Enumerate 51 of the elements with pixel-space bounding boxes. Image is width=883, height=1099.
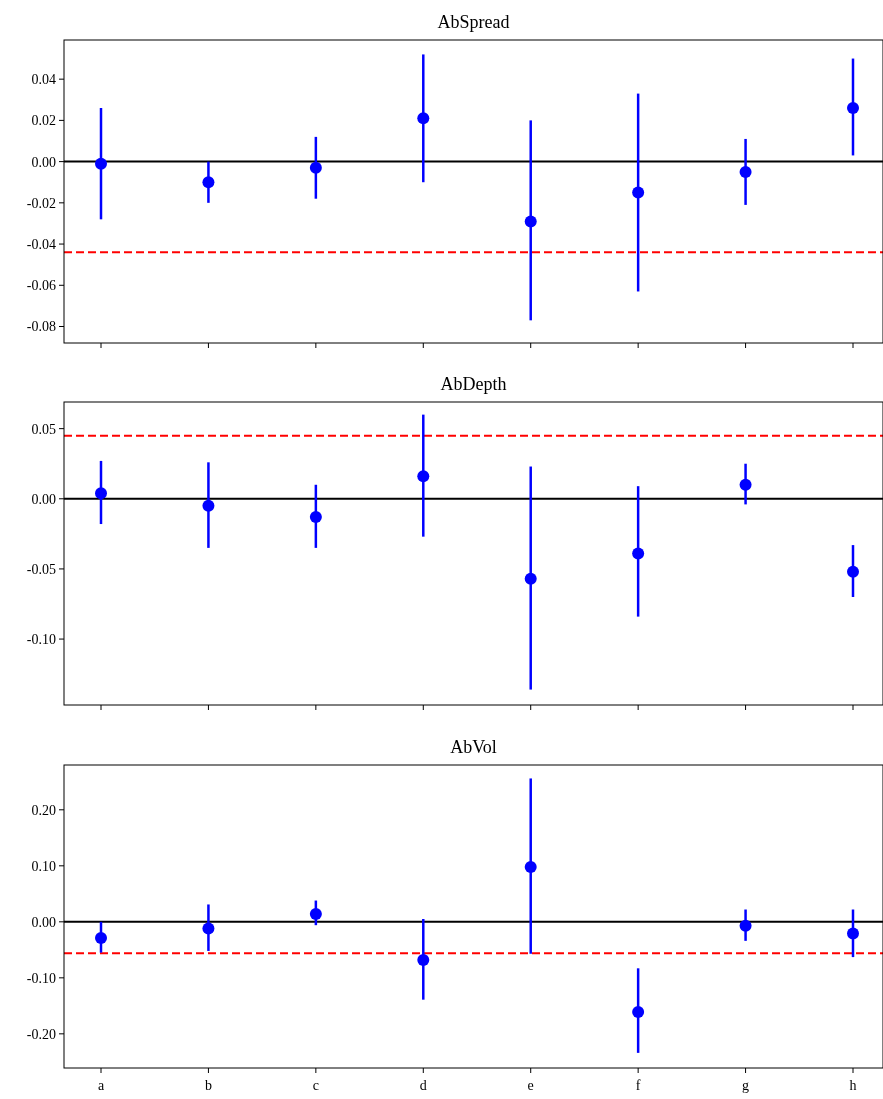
point [309, 511, 322, 524]
y-tick-label: 0.20 [31, 802, 56, 818]
point [202, 922, 215, 935]
point [417, 112, 430, 125]
y-tick-label: -0.02 [26, 195, 56, 211]
y-tick-label: -0.06 [26, 278, 56, 294]
y-tick-label: 0.02 [31, 113, 56, 129]
point [632, 1005, 645, 1018]
point [95, 487, 107, 500]
point [309, 161, 322, 174]
x-tick-label: b [204, 1078, 212, 1093]
point [739, 478, 752, 491]
point [95, 157, 107, 170]
x-tick-label: d [419, 1078, 427, 1093]
point [847, 927, 859, 940]
y-tick-label: -0.05 [26, 561, 56, 577]
point [417, 470, 430, 483]
y-tick-label: 0.00 [31, 154, 56, 170]
y-tick-label: 0.00 [31, 914, 56, 930]
x-tick-label: a [97, 1078, 105, 1093]
point [95, 932, 107, 945]
y-tick-label: -0.10 [26, 631, 56, 647]
y-tick-label: -0.20 [26, 1026, 56, 1042]
point [417, 953, 430, 966]
y-tick-label: 0.10 [31, 858, 56, 874]
x-tick-label: c [312, 1078, 319, 1093]
x-tick-label: e [527, 1078, 534, 1093]
point [847, 565, 859, 578]
point [524, 860, 537, 873]
x-tick-label: f [635, 1078, 641, 1093]
point [202, 499, 215, 512]
point [632, 547, 645, 560]
point [739, 165, 752, 178]
point [632, 186, 645, 199]
chart-title: AbVol [450, 737, 497, 757]
point [309, 907, 322, 920]
point [847, 102, 859, 115]
chart-title: AbSpread [437, 12, 510, 32]
x-tick-label: g [742, 1078, 750, 1093]
y-tick-label: -0.04 [26, 236, 56, 252]
point [739, 919, 752, 932]
point [524, 572, 537, 585]
point [524, 215, 537, 228]
chart-title: AbDepth [440, 374, 507, 394]
x-tick-label: h [849, 1078, 857, 1093]
point [202, 176, 215, 189]
y-tick-label: 0.04 [31, 72, 56, 88]
y-tick-label: -0.10 [26, 970, 56, 986]
y-tick-label: 0.00 [31, 491, 56, 507]
y-tick-label: -0.08 [26, 319, 56, 335]
y-tick-label: 0.05 [31, 421, 56, 437]
